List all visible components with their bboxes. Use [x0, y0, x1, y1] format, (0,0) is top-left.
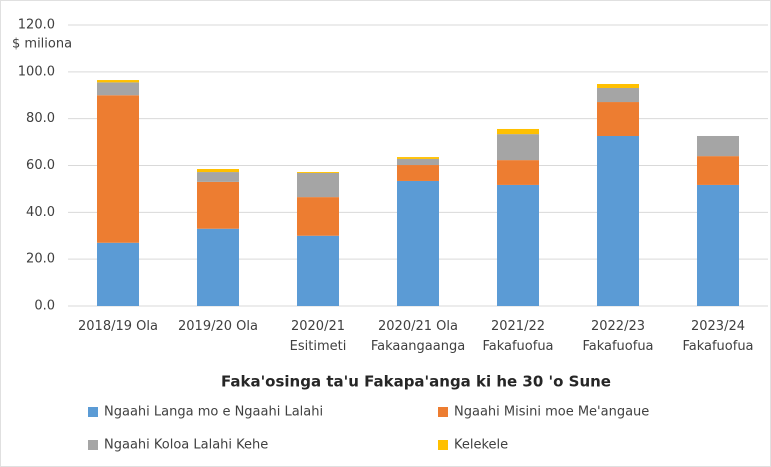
- bar-segment: [97, 95, 139, 243]
- bar-segment: [297, 197, 339, 236]
- bar-segment: [197, 169, 239, 173]
- y-tick-label: 80.0: [26, 111, 55, 126]
- y-tick-label: 40.0: [26, 205, 55, 220]
- unit-label: $ miliona: [12, 37, 72, 52]
- bar-segment: [397, 165, 439, 181]
- bar-segment: [597, 84, 639, 88]
- y-tick-label: 120.0: [18, 18, 55, 33]
- x-tick-label: 2021/22 Fakafuofua: [482, 319, 553, 354]
- x-tick-label: 2022/23 Fakafuofua: [582, 319, 653, 354]
- legend-label: Ngaahi Koloa Lalahi Kehe: [104, 438, 268, 453]
- legend-label: Ngaahi Langa mo e Ngaahi Lalahi: [104, 405, 323, 420]
- y-tick-label: 0.0: [34, 299, 55, 314]
- x-tick-label: 2023/24 Fakafuofua: [682, 319, 753, 354]
- bar-segment: [497, 184, 539, 306]
- bar-segment: [497, 160, 539, 185]
- x-tick-label: 2020/21 Esitimeti: [290, 319, 347, 354]
- y-tick-label: 100.0: [18, 64, 55, 79]
- bar-segment: [697, 156, 739, 185]
- bar-segment: [397, 157, 439, 159]
- bar-segment: [597, 102, 639, 136]
- legend-swatch: [438, 407, 448, 417]
- legend-label: Ngaahi Misini moe Me'angaue: [454, 405, 649, 420]
- legend-swatch: [88, 440, 98, 450]
- legend-swatch: [88, 407, 98, 417]
- bar-segment: [597, 135, 639, 306]
- bar-segment: [697, 135, 739, 157]
- bar-segment: [297, 235, 339, 306]
- bar-segment: [397, 180, 439, 306]
- bar-segment: [497, 128, 539, 135]
- bar-segment: [297, 172, 339, 173]
- bar-segment: [397, 158, 439, 166]
- bar-segment: [97, 242, 139, 306]
- bar-segment: [497, 134, 539, 161]
- x-tick-label: 2020/21 Ola Fakaangaanga: [371, 319, 465, 354]
- bar-segment: [597, 87, 639, 103]
- bar-segment: [697, 184, 739, 306]
- x-tick-label: 2019/20 Ola: [178, 319, 258, 334]
- bar-segment: [197, 181, 239, 229]
- bar-segment: [197, 228, 239, 306]
- bar-segment: [197, 172, 239, 182]
- y-tick-label: 20.0: [26, 252, 55, 267]
- legend-label: Kelekele: [454, 438, 508, 453]
- y-tick-label: 60.0: [26, 158, 55, 173]
- x-axis-title: Faka'osinga ta'u Fakapa'anga ki he 30 'o…: [221, 373, 611, 391]
- x-tick-label: 2018/19 Ola: [78, 319, 158, 334]
- bar-segment: [297, 172, 339, 198]
- bar-segment: [97, 82, 139, 96]
- legend-swatch: [438, 440, 448, 450]
- bar-segment: [97, 80, 139, 83]
